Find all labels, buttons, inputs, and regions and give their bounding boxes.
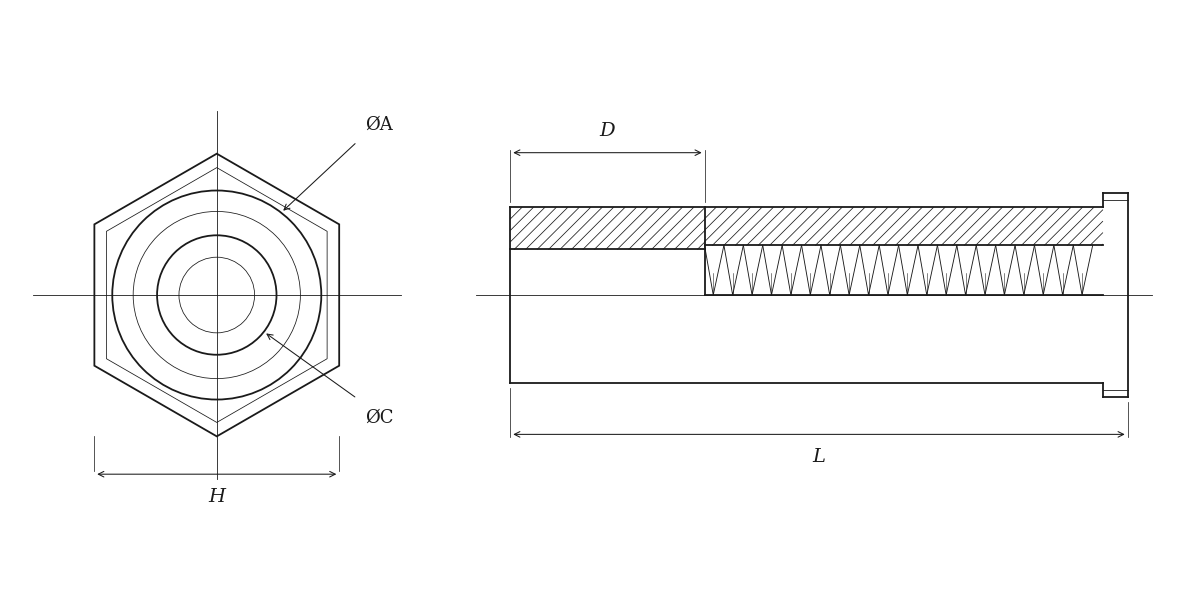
Text: H: H bbox=[209, 488, 226, 506]
Text: D: D bbox=[600, 122, 616, 140]
Text: ØC: ØC bbox=[365, 409, 394, 427]
Text: L: L bbox=[812, 448, 826, 466]
Text: ØA: ØA bbox=[365, 116, 392, 134]
